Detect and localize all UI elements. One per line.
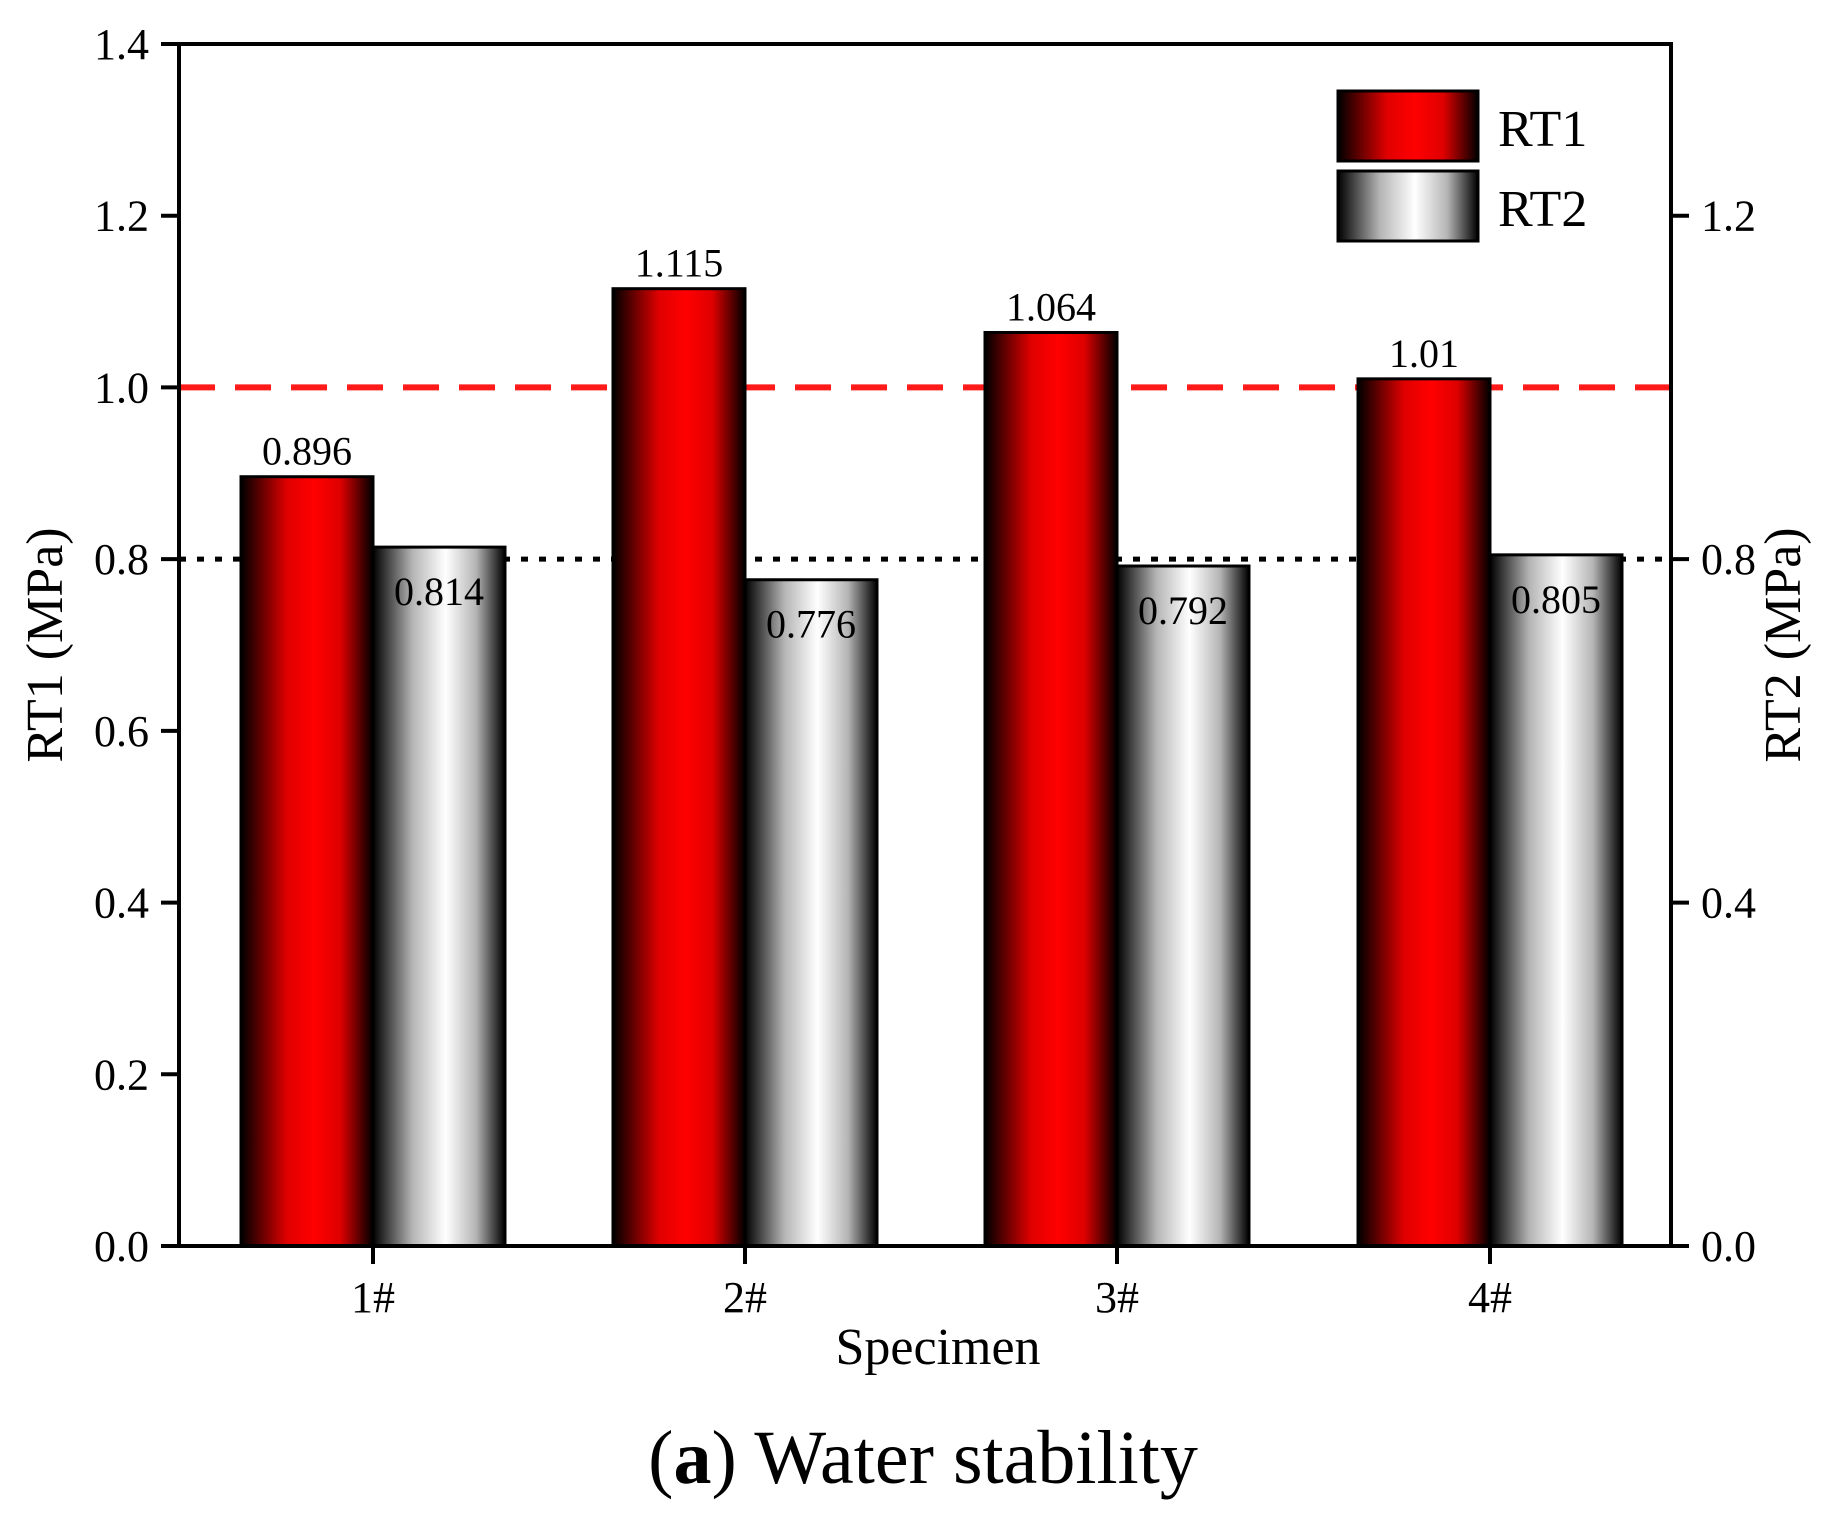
- bar-rt2-3: [1115, 564, 1251, 1248]
- x-tick-label: 2#: [723, 1273, 767, 1322]
- y-tick-label-left: 1.4: [94, 20, 149, 69]
- y-tick-label-right: 0.8: [1701, 535, 1756, 584]
- data-label-rt2-3: 0.792: [1138, 588, 1228, 633]
- bar-rt1-1: [239, 475, 375, 1248]
- bars: [239, 287, 1624, 1248]
- data-label-rt1-4: 1.01: [1389, 331, 1459, 376]
- legend-label-rt1: RT1: [1498, 101, 1587, 158]
- bar-rt2-1: [371, 545, 507, 1248]
- data-label-rt1-3: 1.064: [1006, 284, 1096, 329]
- data-label-rt2-4: 0.805: [1511, 577, 1601, 622]
- x-tick-label: 4#: [1468, 1273, 1512, 1322]
- axis-tick-labels: 0.0 0.2 0.4 0.6 0.8 1.0 1.2 1.4 0.0 0.4 0.8 1.2 1# 2#…: [94, 20, 1756, 1322]
- x-tick-label: 3#: [1095, 1273, 1139, 1322]
- data-label-rt2-1: 0.814: [394, 569, 484, 614]
- x-axis-title: Specimen: [835, 1319, 1040, 1376]
- y-tick-label-right: 0.4: [1701, 879, 1756, 928]
- axis-ticks: [161, 42, 1689, 1264]
- y-tick-label-right: 1.2: [1701, 192, 1756, 241]
- caption-letter: a: [673, 1416, 711, 1500]
- bar-rt2-4: [1488, 553, 1624, 1248]
- data-label-rt1-1: 0.896: [262, 429, 352, 474]
- y-tick-label-left: 0.6: [94, 707, 149, 756]
- bar-rt1-4: [1356, 377, 1492, 1248]
- data-label-rt1-2: 1.115: [635, 241, 724, 286]
- bar-rt1-2: [611, 287, 747, 1248]
- legend-swatch-rt2: [1336, 169, 1480, 243]
- plot-frame: [177, 42, 1673, 1248]
- y-tick-label-left: 0.0: [94, 1222, 149, 1271]
- data-label-rt2-2: 0.776: [766, 602, 856, 647]
- y-tick-label-left: 1.0: [94, 363, 149, 412]
- legend-swatch-rt1: [1336, 89, 1480, 163]
- y-tick-label-left: 0.8: [94, 535, 149, 584]
- y-tick-label-left: 0.4: [94, 879, 149, 928]
- y-tick-label-left: 1.2: [94, 192, 149, 241]
- y-tick-label-left: 0.2: [94, 1050, 149, 1099]
- data-labels: 0.896 0.814 1.115 0.776 1.064 0.792 1.01 0.805: [262, 241, 1601, 647]
- legend-label-rt2: RT2: [1498, 181, 1587, 238]
- bar-rt2-2: [743, 578, 879, 1248]
- bar-rt1-3: [983, 330, 1119, 1248]
- legend: RT1 RT2: [1336, 89, 1587, 243]
- y-axis-title-right: RT2 (MPa): [1755, 527, 1812, 762]
- y-tick-label-right: 0.0: [1701, 1222, 1756, 1271]
- x-tick-label: 1#: [351, 1273, 395, 1322]
- figure-caption: (a) Water stability: [648, 1416, 1198, 1500]
- caption-text: Water stability: [754, 1416, 1197, 1500]
- y-axis-title-left: RT1 (MPa): [17, 527, 74, 762]
